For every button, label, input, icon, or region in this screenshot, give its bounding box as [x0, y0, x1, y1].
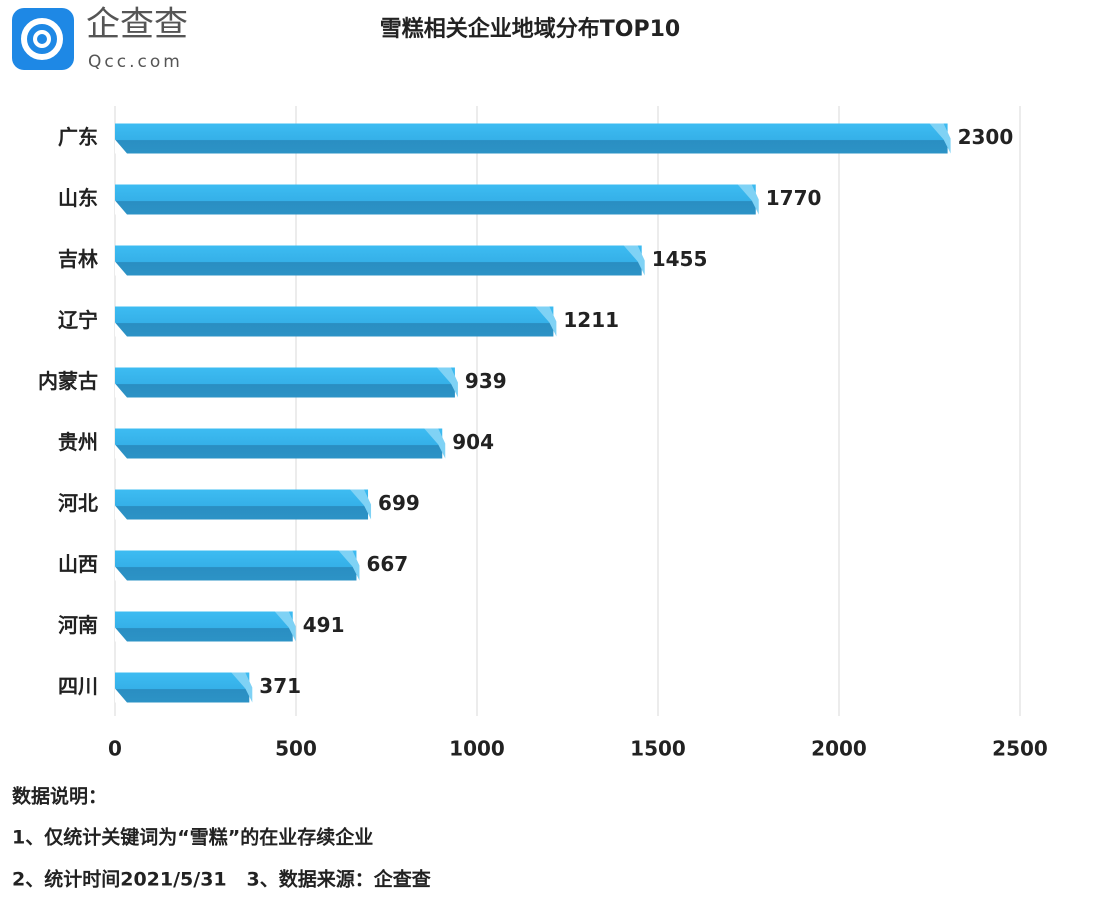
y-tick-label: 贵州 [58, 430, 98, 454]
bar-end [350, 489, 372, 520]
bar [115, 672, 250, 703]
value-label: 1455 [652, 247, 708, 271]
value-label: 939 [465, 369, 507, 393]
bar [115, 184, 756, 215]
bar-start [115, 139, 127, 154]
value-label: 371 [259, 674, 301, 698]
logo-ring [21, 18, 63, 60]
value-label: 491 [303, 613, 345, 637]
chart-title: 雪糕相关企业地域分布TOP10 [380, 16, 680, 42]
bar [115, 489, 369, 520]
x-tick-label: 500 [275, 737, 317, 761]
bar-start [115, 688, 127, 703]
bar-end [623, 245, 645, 276]
y-tick-label: 广东 [58, 125, 98, 149]
bar-end [338, 550, 360, 581]
note-line: 1、仅统计关键词为“雪糕”的在业存续企业 [12, 826, 373, 849]
bar [115, 550, 357, 581]
bar-start [115, 627, 127, 642]
value-label: 904 [452, 430, 494, 454]
y-tick-label: 吉林 [58, 247, 98, 271]
value-label: 667 [366, 552, 408, 576]
bar [115, 611, 293, 642]
bar-end [231, 672, 253, 703]
x-tick-label: 2000 [811, 737, 867, 761]
bar-start [115, 444, 127, 459]
y-tick-label: 辽宁 [58, 308, 98, 332]
logo-name: 企查查 [86, 5, 188, 45]
bar-end [274, 611, 296, 642]
bar-start [115, 383, 127, 398]
x-tick-label: 2500 [992, 737, 1048, 761]
logo: 企查查 Qcc.com [12, 5, 188, 72]
x-tick-label: 1000 [449, 737, 505, 761]
bar-end [737, 184, 759, 215]
y-tick-label: 四川 [58, 674, 98, 698]
value-label: 2300 [958, 125, 1014, 149]
bar-start [115, 505, 127, 520]
y-tick-label: 河南 [58, 613, 98, 637]
bar [115, 123, 948, 154]
value-label: 699 [378, 491, 420, 515]
value-label: 1211 [563, 308, 619, 332]
logo-dot [33, 30, 51, 48]
bar-end [424, 428, 446, 459]
bar-end [436, 367, 458, 398]
value-label: 1770 [766, 186, 822, 210]
bar-end [535, 306, 557, 337]
y-tick-label: 山西 [58, 552, 98, 576]
y-tick-label: 山东 [58, 186, 98, 210]
y-tick-label: 内蒙古 [38, 369, 98, 393]
x-tick-label: 0 [108, 737, 122, 761]
x-tick-label: 1500 [630, 737, 686, 761]
bar-start [115, 200, 127, 215]
notes-heading: 数据说明： [12, 785, 107, 808]
bar [115, 367, 455, 398]
bar [115, 306, 554, 337]
bar [115, 428, 443, 459]
bar-start [115, 566, 127, 581]
bar-end [929, 123, 951, 154]
note-line: 2、统计时间2021/5/31 3、数据来源：企查查 [12, 868, 432, 891]
bar-start [115, 261, 127, 276]
bar-start [115, 322, 127, 337]
logo-domain: Qcc.com [88, 52, 183, 72]
bar [115, 245, 642, 276]
y-tick-label: 河北 [58, 491, 98, 515]
logo-icon [12, 8, 74, 70]
